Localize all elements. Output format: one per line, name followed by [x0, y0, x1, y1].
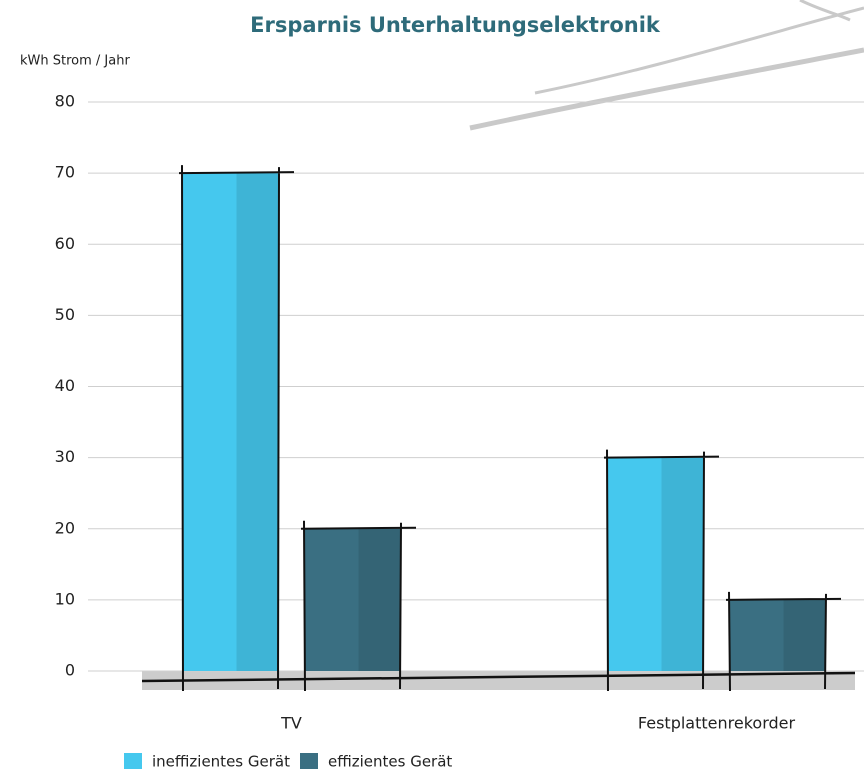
baseline [141, 671, 856, 683]
y-tick-label: 70 [55, 163, 75, 182]
chart-title: Ersparnis Unterhaltungselektronik [250, 13, 661, 37]
x-tick-label: Festplattenrekorder [638, 714, 796, 733]
y-tick-label: 20 [55, 518, 75, 537]
bar-shade [607, 457, 704, 671]
bar-shade [182, 173, 279, 671]
y-tick-label: 30 [55, 447, 75, 466]
legend-label: ineffizientes Gerät [152, 753, 290, 770]
y-tick-label: 10 [55, 589, 75, 608]
decoration [469, 0, 864, 131]
y-tick-label: 0 [65, 661, 75, 680]
legend-swatch [124, 753, 142, 770]
sketch-outline [603, 449, 720, 692]
y-tick-label: 60 [55, 234, 75, 253]
y-tick-label: 40 [55, 376, 75, 395]
sketch-outline [178, 165, 295, 692]
legend-swatch [300, 753, 318, 770]
sketch-outline [300, 520, 417, 692]
bar-shade [304, 528, 401, 671]
y-tick-label: 50 [55, 305, 75, 324]
y-tick-label: 80 [55, 92, 75, 111]
x-tick-label: TV [280, 714, 302, 733]
bar-shade [729, 599, 826, 671]
y-axis-label: kWh Strom / Jahr [20, 54, 130, 69]
legend-label: effizientes Gerät [328, 753, 452, 770]
